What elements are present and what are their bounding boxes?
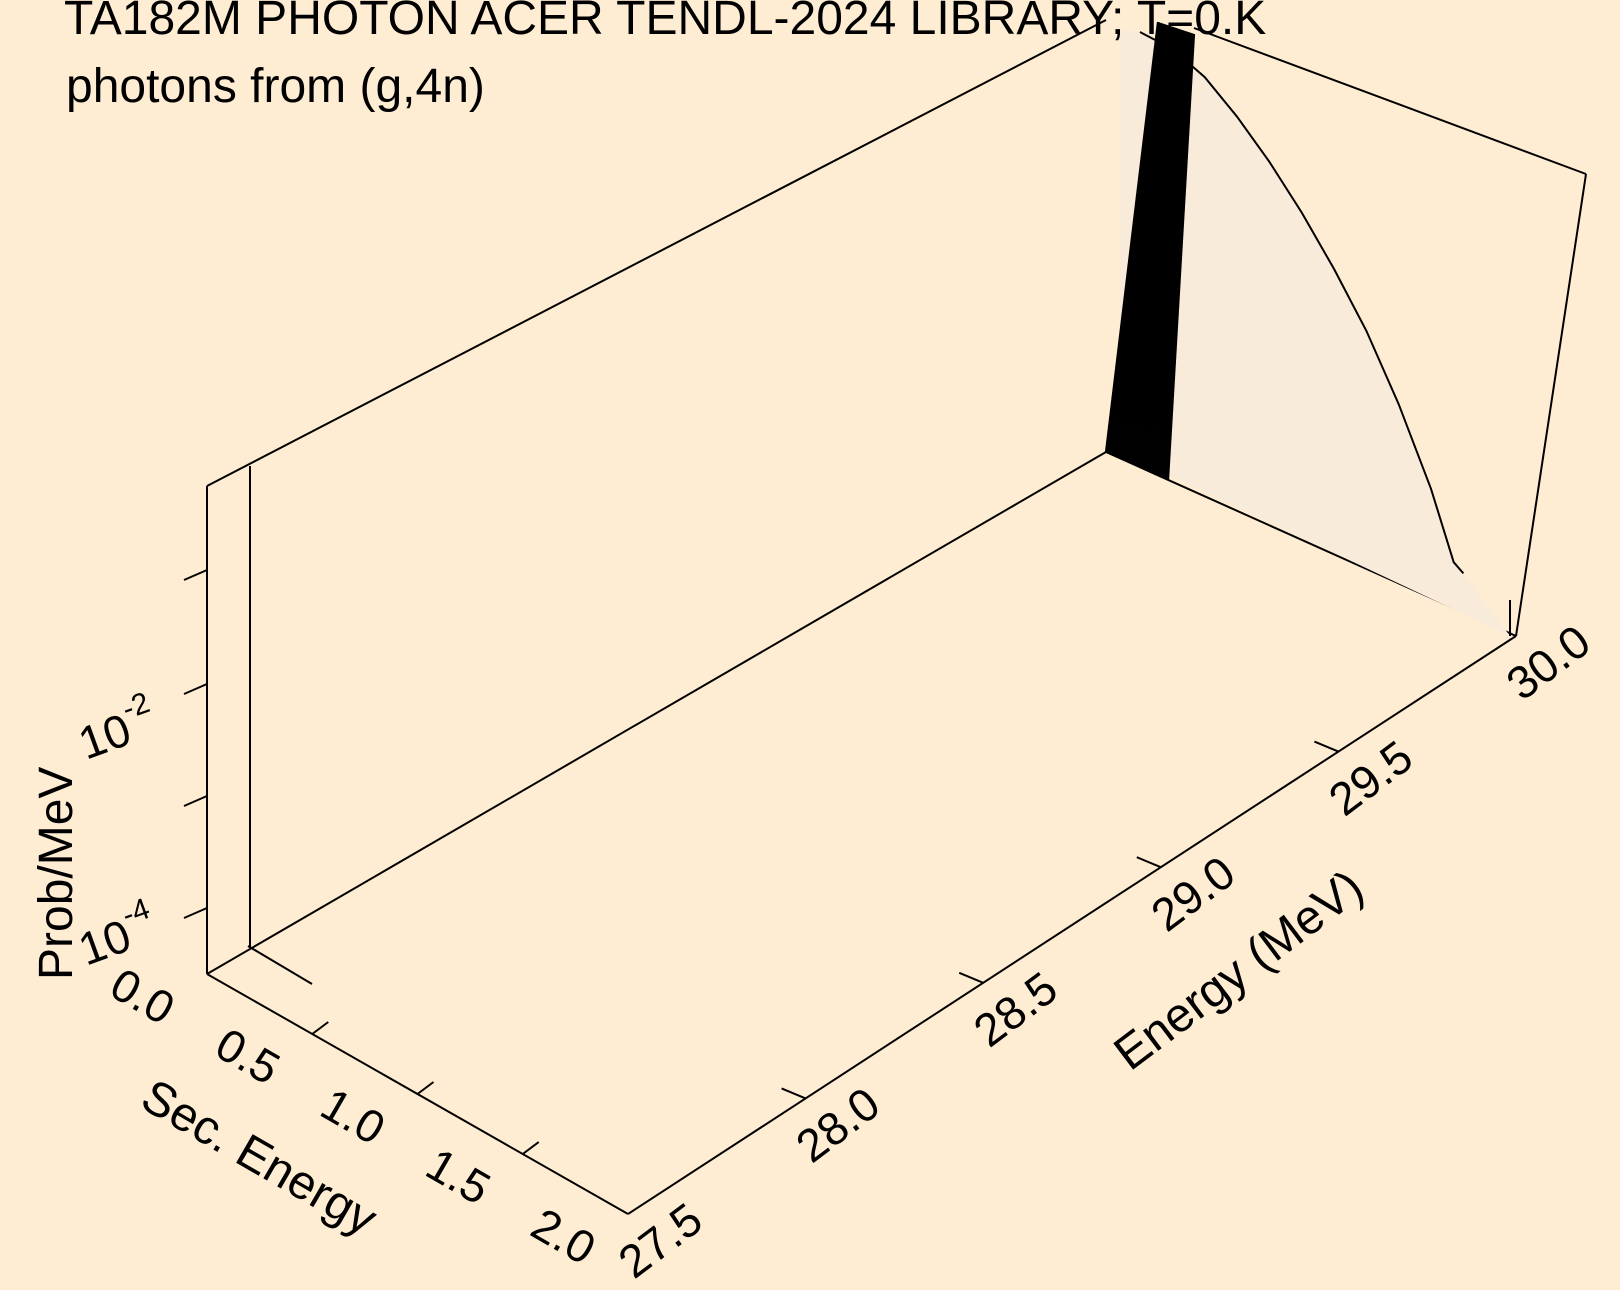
spectrum-line — [1129, 26, 1174, 464]
spectrum-line — [1110, 22, 1163, 455]
energy-tick — [781, 1087, 806, 1100]
energy-axis-label: Energy (MeV) — [1105, 860, 1373, 1081]
energy-axis-ticks: 27.5 28.0 28.5 29.0 29.5 30.0 — [609, 615, 1600, 1288]
spectrum-line — [1143, 29, 1182, 470]
spectrum-line — [1115, 23, 1166, 457]
back-right-top-edge — [1193, 27, 1587, 175]
z-tick — [183, 569, 208, 581]
low-energy-trace — [247, 466, 313, 985]
spectrum-line — [1149, 30, 1185, 473]
spectrum-line — [1159, 32, 1191, 477]
low-energy-floor-line — [247, 945, 313, 985]
chart-title-line1: TA182M PHOTON ACER TENDL-2024 LIBRARY; T… — [64, 0, 1266, 45]
spectrum-line — [1106, 22, 1161, 453]
spectrum-curve — [1139, 31, 1465, 575]
sec-energy-tick-label: 1.5 — [418, 1138, 499, 1215]
spectrum-line — [1142, 29, 1181, 469]
energy-tick-label: 30.0 — [1497, 615, 1600, 710]
spectrum-line — [1136, 28, 1178, 467]
spectrum-line — [1152, 31, 1187, 474]
spectrum-line — [1158, 32, 1190, 477]
z-tick — [183, 683, 208, 695]
floor-back-edge — [206, 451, 1107, 975]
spectrum-line — [1161, 32, 1192, 478]
spectrum-line — [1151, 30, 1186, 473]
energy-tick-label: 28.0 — [786, 1077, 889, 1172]
spectrum-line — [1166, 33, 1196, 481]
spectrum-line — [1108, 22, 1162, 454]
energy-tick — [1136, 856, 1162, 869]
sec-energy-tick-label: 0.5 — [207, 1018, 288, 1095]
spectrum-line — [1104, 21, 1160, 453]
spectrum-line — [1145, 29, 1183, 471]
spectrum-line — [1147, 30, 1184, 472]
spectrum-line — [1124, 25, 1171, 461]
spectrum-line — [1112, 23, 1164, 456]
z-tick-label: 10-2 — [72, 686, 154, 769]
spectrum-line — [1165, 33, 1195, 480]
z-axis-ticks: 10-4 10-2 — [72, 569, 208, 975]
back-left-top-edge — [206, 19, 1107, 487]
energy-tick-label: 28.5 — [964, 961, 1067, 1056]
spectrum-line — [1113, 23, 1165, 457]
spectrum-line — [1131, 26, 1175, 465]
energy-tick-label: 27.5 — [609, 1193, 712, 1288]
spectrum-line — [1133, 27, 1176, 465]
spectrum-surface — [1104, 21, 1511, 636]
spectrum-line — [1154, 31, 1188, 475]
sec-energy-tick — [311, 1021, 329, 1035]
spectrum-line — [1120, 24, 1169, 460]
z-tick-label: 10-4 — [72, 892, 154, 975]
axis-frame — [206, 19, 1587, 1215]
spectrum-line — [1140, 28, 1180, 469]
energy-tick-label: 29.5 — [1319, 730, 1422, 825]
spectrum-line — [1135, 27, 1177, 466]
spectrum-line — [1127, 26, 1173, 463]
energy-tick — [1314, 740, 1339, 753]
z-axis-label: Prob/MeV — [30, 767, 83, 980]
energy-tick-label: 29.0 — [1142, 846, 1245, 941]
spectrum-line — [1117, 24, 1167, 458]
energy-tick — [958, 971, 984, 984]
sec-energy-tick — [522, 1141, 540, 1155]
spectrum-line — [1119, 24, 1168, 459]
spectrum-line — [1126, 25, 1172, 462]
energy-axis-line — [627, 635, 1517, 1215]
surface-fill — [1120, 30, 1510, 636]
spectrum-line — [1163, 33, 1193, 479]
sec-energy-tick-label: 2.0 — [523, 1198, 604, 1275]
z-tick — [183, 907, 208, 919]
right-vertical-edge — [1515, 173, 1587, 637]
spectrum-line — [1156, 31, 1189, 476]
sec-energy-tick-label: 1.0 — [313, 1078, 394, 1155]
spectrum-line — [1122, 25, 1170, 461]
sec-energy-tick-label: 0.0 — [102, 958, 183, 1035]
z-tick — [183, 795, 208, 807]
spectrum-line — [1138, 28, 1179, 468]
sec-energy-tick — [416, 1081, 435, 1095]
chart-title-line2: photons from (g,4n) — [66, 60, 485, 113]
